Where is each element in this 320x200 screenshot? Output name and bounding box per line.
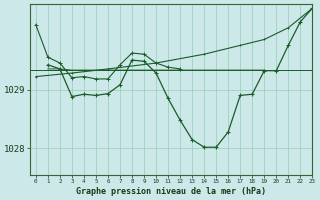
X-axis label: Graphe pression niveau de la mer (hPa): Graphe pression niveau de la mer (hPa) [76,187,266,196]
